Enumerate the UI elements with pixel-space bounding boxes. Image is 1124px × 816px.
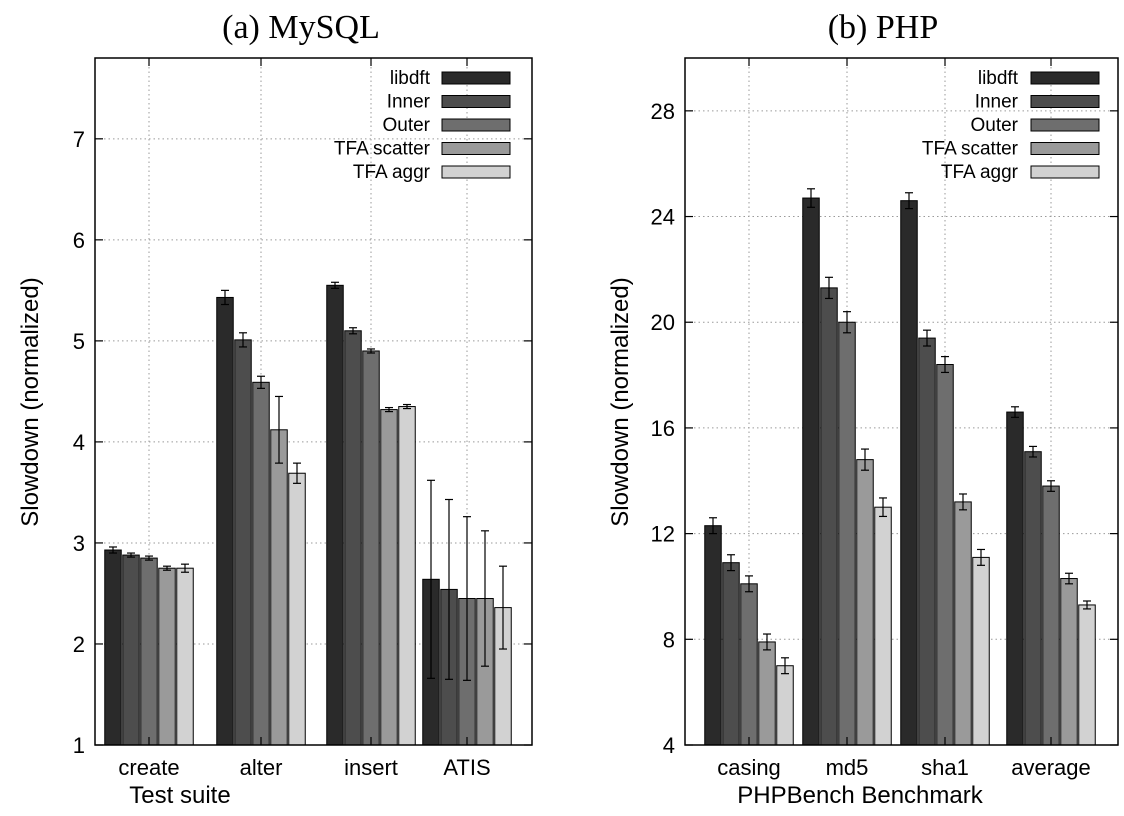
mysql-plot-frame bbox=[94, 57, 533, 746]
php-legend-label: TFA scatter bbox=[922, 139, 1019, 160]
php-x-tick-label: md5 bbox=[826, 755, 869, 780]
mysql-y-tick-label: 5 bbox=[73, 329, 85, 354]
mysql-chart-title: (a) MySQL bbox=[222, 9, 380, 46]
mysql-bar bbox=[270, 429, 288, 746]
php-y-tick-label: 28 bbox=[651, 99, 675, 124]
mysql-x-tick-label: insert bbox=[344, 755, 398, 780]
php-bar bbox=[740, 583, 758, 746]
php-bar bbox=[936, 364, 954, 746]
mysql-x-axis-label: Test suite bbox=[129, 782, 230, 809]
php-bar bbox=[1042, 485, 1060, 746]
php-bar bbox=[704, 525, 722, 746]
php-legend-swatch bbox=[1030, 95, 1100, 108]
mysql-legend-swatch bbox=[441, 142, 511, 155]
php-x-axis-label: PHPBench Benchmark bbox=[737, 782, 983, 809]
mysql-bar bbox=[362, 350, 380, 746]
mysql-bar bbox=[158, 567, 176, 746]
php-y-tick-label: 24 bbox=[651, 205, 675, 230]
php-y-tick-label: 12 bbox=[651, 522, 675, 547]
php-bar bbox=[918, 337, 936, 746]
mysql-y-tick-label: 6 bbox=[73, 228, 85, 253]
mysql-x-tick-label: ATIS bbox=[443, 755, 490, 780]
php-bar bbox=[972, 556, 990, 746]
mysql-bar bbox=[176, 567, 194, 746]
mysql-legend-label: TFA scatter bbox=[334, 139, 431, 160]
php-bar bbox=[802, 197, 820, 746]
php-x-tick-label: casing bbox=[717, 755, 781, 780]
mysql-y-tick-label: 4 bbox=[73, 430, 85, 455]
mysql-bar bbox=[344, 330, 362, 746]
mysql-y-tick-label: 2 bbox=[73, 632, 85, 657]
mysql-y-tick-label: 7 bbox=[73, 127, 85, 152]
mysql-bar bbox=[326, 284, 344, 746]
php-y-axis-label: Slowdown (normalized) bbox=[607, 277, 634, 526]
php-bar bbox=[954, 501, 972, 746]
php-bar bbox=[1078, 604, 1096, 746]
php-legend-swatch bbox=[1030, 142, 1100, 155]
php-legend-label: libdft bbox=[978, 68, 1019, 89]
php-legend-swatch bbox=[1030, 71, 1100, 85]
php-bar bbox=[776, 665, 794, 746]
mysql-legend-label: Outer bbox=[382, 115, 430, 136]
php-bar bbox=[838, 321, 856, 746]
php-legend-label: Outer bbox=[970, 115, 1018, 136]
mysql-y-tick-label: 3 bbox=[73, 531, 85, 556]
mysql-x-tick-label: alter bbox=[240, 755, 283, 780]
mysql-legend-swatch bbox=[441, 71, 511, 85]
mysql-x-tick-label: create bbox=[118, 755, 179, 780]
php-y-tick-label: 20 bbox=[651, 310, 675, 335]
mysql-bar bbox=[398, 406, 416, 746]
php-plot-frame bbox=[684, 57, 1119, 746]
mysql-bar bbox=[234, 339, 252, 746]
php-bar bbox=[900, 200, 918, 746]
php-chart: (b) PHP PHPBench Benchmark Slowdown (nor… bbox=[607, 9, 1119, 809]
php-y-tick-label: 8 bbox=[663, 627, 675, 652]
mysql-legend-label: TFA aggr bbox=[353, 162, 431, 183]
php-bar bbox=[1024, 451, 1042, 746]
mysql-bar bbox=[104, 549, 122, 746]
mysql-legend-label: libdft bbox=[390, 68, 431, 89]
php-bar bbox=[856, 459, 874, 746]
php-bar bbox=[1060, 578, 1078, 746]
php-bar bbox=[722, 562, 740, 746]
mysql-bar bbox=[380, 409, 398, 746]
mysql-legend-swatch bbox=[441, 165, 511, 179]
php-legend-swatch bbox=[1030, 165, 1100, 179]
mysql-y-axis-label: Slowdown (normalized) bbox=[17, 277, 44, 526]
mysql-y-tick-label: 1 bbox=[73, 733, 85, 758]
php-legend-label: Inner bbox=[975, 92, 1019, 113]
mysql-bar bbox=[122, 554, 140, 746]
php-y-tick-label: 16 bbox=[651, 416, 675, 441]
php-y-tick-label: 4 bbox=[663, 733, 675, 758]
php-legend-label: TFA aggr bbox=[941, 162, 1019, 183]
php-legend-swatch bbox=[1030, 118, 1100, 132]
mysql-bar bbox=[252, 381, 270, 746]
mysql-legend-swatch bbox=[441, 118, 511, 132]
php-chart-title: (b) PHP bbox=[828, 9, 939, 46]
mysql-legend-label: Inner bbox=[387, 92, 431, 113]
php-bar bbox=[874, 506, 892, 746]
mysql-bar bbox=[216, 296, 234, 746]
php-bar bbox=[758, 641, 776, 746]
php-x-tick-label: sha1 bbox=[921, 755, 969, 780]
mysql-bar bbox=[288, 472, 306, 746]
mysql-bar bbox=[140, 557, 158, 746]
mysql-chart: (a) MySQL Test suite Slowdown (normalize… bbox=[17, 9, 533, 809]
mysql-legend-swatch bbox=[441, 95, 511, 108]
php-bar bbox=[1006, 411, 1024, 746]
php-x-tick-label: average bbox=[1011, 755, 1091, 780]
php-bar bbox=[820, 287, 838, 746]
